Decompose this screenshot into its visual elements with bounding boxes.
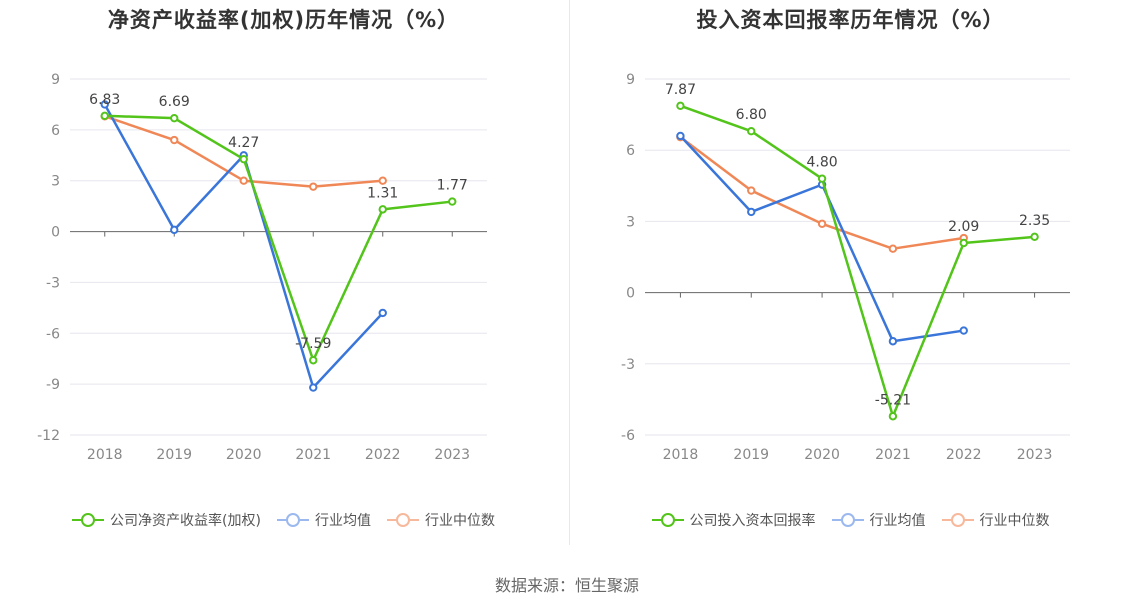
data-point-company[interactable] bbox=[239, 154, 248, 164]
legend-label: 行业中位数 bbox=[424, 513, 495, 529]
x-tick-label: 2018 bbox=[87, 447, 123, 463]
chart-title: 投入资本回报率历年情况（%） bbox=[696, 8, 1005, 32]
roe-line-chart: 9 6 3 0 -3 -6 -9 -12 2018 2019 2020 2021 2022 2023 6.8… bbox=[37, 72, 487, 463]
x-tick-label: 2023 bbox=[1017, 447, 1053, 463]
x-tick-label: 2019 bbox=[733, 447, 769, 463]
data-point-industry-median[interactable] bbox=[378, 176, 387, 185]
y-tick-label: 3 bbox=[626, 214, 635, 230]
data-point-industry-median[interactable] bbox=[239, 176, 248, 185]
data-point-company[interactable] bbox=[676, 101, 685, 111]
legend-label: 行业中位数 bbox=[979, 513, 1050, 529]
data-label: -7.59 bbox=[295, 336, 331, 352]
line-circle-icon bbox=[386, 513, 419, 527]
x-tick-label: 2020 bbox=[804, 447, 840, 463]
y-tick-label: -6 bbox=[621, 428, 635, 444]
data-point-company[interactable] bbox=[448, 197, 457, 206]
data-label: -5.21 bbox=[875, 392, 911, 408]
y-tick-label: 0 bbox=[51, 225, 60, 241]
data-label: 4.80 bbox=[806, 155, 837, 171]
chart-legend: 公司投入资本回报率 行业均值 行业中位数 bbox=[567, 510, 1134, 530]
x-tick-label: 2019 bbox=[156, 447, 192, 463]
data-source: 数据来源：恒生聚源 bbox=[494, 576, 639, 595]
y-tick-label: -9 bbox=[46, 377, 60, 393]
data-point-industry-avg[interactable] bbox=[747, 207, 756, 217]
x-tick-label: 2021 bbox=[295, 447, 331, 463]
panel-divider bbox=[569, 0, 570, 545]
roic-chart-panel: 投入资本回报率历年情况（%） 9 6 3 0 -3 -6 2018 2019 2020 2021 2… bbox=[567, 0, 1134, 560]
y-tick-label: 9 bbox=[626, 72, 635, 88]
data-label: 6.80 bbox=[736, 107, 767, 123]
data-point-industry-avg[interactable] bbox=[378, 308, 387, 318]
data-label: 2.35 bbox=[1019, 213, 1050, 229]
data-label: 7.87 bbox=[665, 82, 696, 98]
legend-label: 行业均值 bbox=[869, 513, 926, 529]
data-point-company[interactable] bbox=[170, 113, 179, 123]
line-circle-icon bbox=[651, 513, 684, 527]
chart-legend: 公司净资产收益率(加权) 行业均值 行业中位数 bbox=[0, 510, 567, 530]
data-point-industry-avg[interactable] bbox=[676, 131, 685, 141]
line-circle-icon bbox=[831, 513, 864, 527]
series-line-company bbox=[679, 104, 1035, 418]
legend-item-industry-avg[interactable]: 行业均值 bbox=[276, 510, 371, 530]
data-label: 1.31 bbox=[367, 185, 398, 201]
data-point-industry-avg[interactable] bbox=[959, 326, 968, 335]
data-point-company[interactable] bbox=[888, 412, 898, 421]
data-point-industry-median[interactable] bbox=[817, 219, 827, 228]
line-circle-icon bbox=[72, 513, 105, 527]
data-point-company[interactable] bbox=[817, 174, 827, 183]
data-point-company[interactable] bbox=[747, 127, 756, 136]
data-point-industry-avg[interactable] bbox=[170, 225, 179, 235]
x-tick-label: 2020 bbox=[226, 447, 262, 463]
x-tick-label: 2018 bbox=[663, 447, 699, 463]
legend-label: 公司投入资本回报率 bbox=[689, 513, 816, 529]
legend-item-company[interactable]: 公司净资产收益率(加权) bbox=[72, 510, 261, 530]
y-tick-label: -12 bbox=[37, 428, 60, 444]
legend-item-company[interactable]: 公司投入资本回报率 bbox=[651, 510, 816, 530]
x-tick-label: 2021 bbox=[875, 447, 911, 463]
roe-chart-panel: 净资产收益率(加权)历年情况（%） 9 6 3 0 -3 -6 -9 -12 2018 2019 2… bbox=[0, 0, 567, 560]
x-tick-label: 2022 bbox=[365, 447, 401, 463]
legend-label: 行业均值 bbox=[314, 513, 371, 529]
data-point-industry-median[interactable] bbox=[888, 244, 898, 253]
data-point-company[interactable] bbox=[100, 111, 109, 120]
series-line-company bbox=[104, 114, 453, 362]
y-tick-label: -3 bbox=[621, 357, 635, 373]
y-tick-label: -6 bbox=[46, 326, 60, 342]
legend-label: 公司净资产收益率(加权) bbox=[110, 513, 261, 529]
data-point-industry-avg[interactable] bbox=[888, 337, 898, 346]
data-point-company[interactable] bbox=[959, 238, 968, 248]
data-point-industry-avg[interactable] bbox=[309, 383, 318, 392]
data-point-company[interactable] bbox=[1030, 232, 1039, 242]
y-tick-label: -3 bbox=[46, 275, 60, 291]
y-tick-label: 3 bbox=[51, 174, 60, 190]
data-label: 6.83 bbox=[89, 92, 120, 108]
legend-item-industry-avg[interactable]: 行业均值 bbox=[831, 510, 926, 530]
data-point-industry-median[interactable] bbox=[747, 186, 756, 195]
legend-item-industry-median[interactable]: 行业中位数 bbox=[386, 510, 495, 530]
legend-item-industry-median[interactable]: 行业中位数 bbox=[941, 510, 1050, 530]
y-tick-label: 9 bbox=[51, 72, 60, 88]
data-point-industry-median[interactable] bbox=[170, 135, 179, 145]
y-tick-label: 6 bbox=[51, 123, 60, 139]
roic-line-chart: 9 6 3 0 -3 -6 2018 2019 2020 2021 2022 2023 7.87 6.80… bbox=[621, 72, 1070, 463]
data-label: 4.27 bbox=[228, 135, 259, 151]
data-point-company[interactable] bbox=[309, 356, 318, 365]
data-point-industry-median[interactable] bbox=[309, 182, 318, 191]
y-tick-label: 0 bbox=[626, 286, 635, 302]
line-circle-icon bbox=[276, 513, 309, 527]
line-circle-icon bbox=[941, 513, 974, 527]
data-point-industry-avg[interactable] bbox=[100, 100, 109, 109]
y-tick-label: 6 bbox=[626, 143, 635, 159]
data-label: 1.77 bbox=[437, 178, 468, 194]
data-label: 6.69 bbox=[159, 94, 190, 110]
data-label: 2.09 bbox=[948, 219, 979, 235]
chart-title: 净资产收益率(加权)历年情况（%） bbox=[107, 8, 460, 32]
x-tick-label: 2022 bbox=[946, 447, 982, 463]
data-point-company[interactable] bbox=[378, 205, 387, 214]
x-tick-label: 2023 bbox=[434, 447, 470, 463]
